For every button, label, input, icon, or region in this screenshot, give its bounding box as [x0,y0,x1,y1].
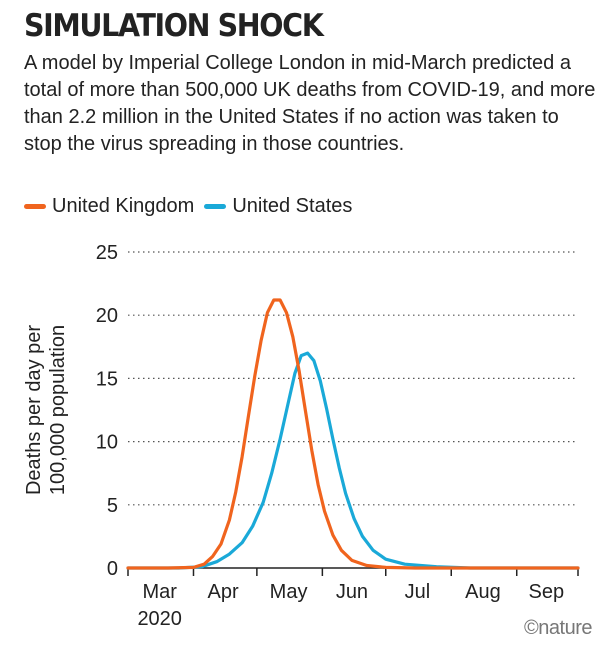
chart-subtitle: A model by Imperial College London in mi… [24,52,596,155]
legend: United Kingdom United States [24,195,362,218]
y-tick-label-5: 5 [107,495,118,517]
chart-title: SIMULATION SHOCK [24,8,324,44]
legend-label-us: United States [232,195,353,217]
x-tick-label-apr: Apr [208,581,239,603]
y-axis-label: Deaths per day per 100,000 population [23,325,69,495]
y-tick-label-25: 25 [96,242,118,264]
x-tick-label-mar: Mar [142,581,177,603]
legend-label-uk: United Kingdom [52,195,195,217]
legend-item-uk: United Kingdom [24,195,194,218]
x-tick-label-sep: Sep [529,581,565,603]
x-tick-sublabel-2020: 2020 [137,608,182,630]
y-tick-label-0: 0 [107,558,118,580]
legend-item-us: United States [204,195,352,218]
legend-swatch-uk [24,204,46,209]
publisher-credit: ©nature [524,617,592,639]
y-tick-label-10: 10 [96,432,118,454]
y-tick-label-20: 20 [96,305,118,327]
series-line-united-kingdom [126,298,580,570]
series-line-united-states [126,351,580,570]
legend-swatch-us [204,204,227,209]
x-tick-label-aug: Aug [465,581,501,603]
y-tick-label-15: 15 [96,368,118,390]
line-chart: 0 5 10 15 20 25 Mar 2020 Apr May Jun Jul Aug Sep Death… [23,242,580,630]
x-tick-label-jun: Jun [336,581,368,603]
x-tick-label-jul: Jul [405,581,431,603]
x-tick-label-may: May [270,581,308,603]
